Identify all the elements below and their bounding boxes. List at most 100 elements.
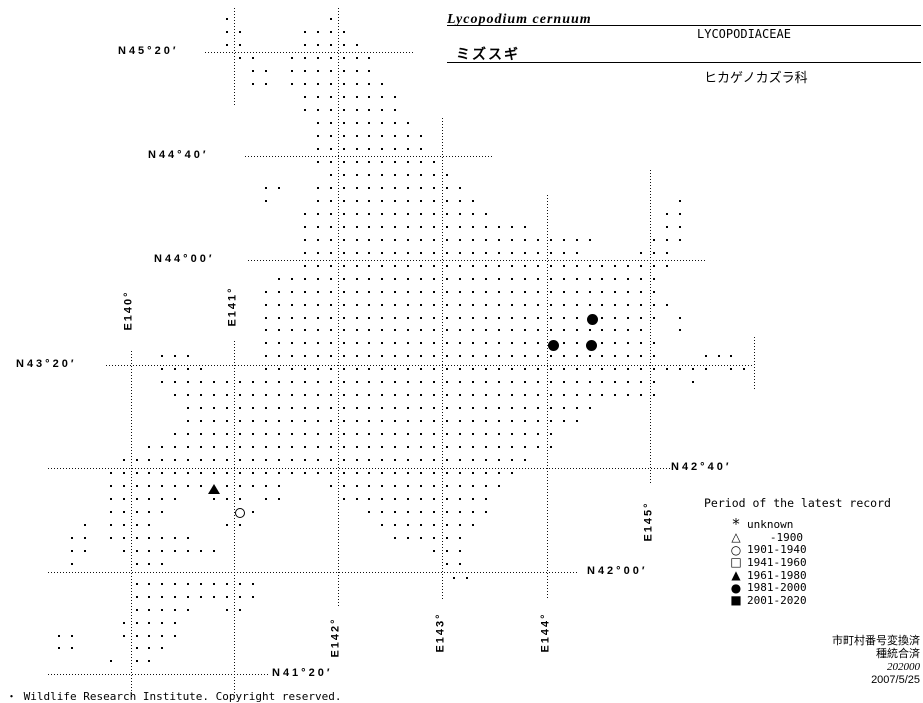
mesh-dot (381, 355, 383, 357)
mesh-dot (446, 550, 448, 552)
mesh-dot (472, 368, 474, 370)
mesh-dot (472, 239, 474, 241)
mesh-dot (537, 368, 539, 370)
mesh-dot (472, 472, 474, 474)
mesh-dot (343, 57, 345, 59)
mesh-dot (123, 472, 125, 474)
mesh-dot (239, 498, 241, 500)
mesh-dot (356, 122, 358, 124)
mesh-dot (330, 200, 332, 202)
mesh-dot (200, 596, 202, 598)
legend-label: 1901-1940 (747, 543, 807, 557)
mesh-dot (265, 459, 267, 461)
mesh-dot (485, 407, 487, 409)
mesh-dot (614, 342, 616, 344)
mesh-dot (368, 213, 370, 215)
mesh-dot (498, 265, 500, 267)
mesh-dot (576, 329, 578, 331)
mesh-dot (343, 317, 345, 319)
mesh-dot (381, 161, 383, 163)
mesh-dot (174, 609, 176, 611)
mesh-dot (252, 57, 254, 59)
mesh-dot (226, 31, 228, 33)
legend-label: 1941-1960 (747, 555, 807, 569)
mesh-dot (420, 433, 422, 435)
mesh-dot (71, 647, 73, 649)
mesh-dot (136, 537, 138, 539)
mesh-dot (187, 407, 189, 409)
mesh-dot (524, 342, 526, 344)
mesh-dot (291, 472, 293, 474)
mesh-dot (304, 96, 306, 98)
mesh-dot (200, 433, 202, 435)
mesh-dot (433, 355, 435, 357)
mesh-dot (601, 355, 603, 357)
mesh-dot (459, 368, 461, 370)
mesh-dot (330, 57, 332, 59)
mesh-dot (343, 291, 345, 293)
mesh-dot (304, 252, 306, 254)
mesh-dot (446, 511, 448, 513)
mesh-dot (213, 550, 215, 552)
mesh-dot (343, 368, 345, 370)
mesh-dot (330, 83, 332, 85)
mesh-dot (330, 252, 332, 254)
mesh-dot (368, 148, 370, 150)
mesh-dot (576, 381, 578, 383)
mesh-dot (317, 83, 319, 85)
mesh-dot (446, 407, 448, 409)
mesh-dot (537, 407, 539, 409)
mesh-dot (252, 485, 254, 487)
mesh-dot (550, 433, 552, 435)
mesh-dot (407, 537, 409, 539)
mesh-dot (407, 394, 409, 396)
mesh-dot (627, 317, 629, 319)
mesh-dot (459, 213, 461, 215)
mesh-dot (304, 278, 306, 280)
mesh-dot (278, 329, 280, 331)
mesh-dot (317, 57, 319, 59)
mesh-dot (601, 317, 603, 319)
circle-filled-icon: ● (730, 580, 742, 595)
mesh-dot (446, 472, 448, 474)
mesh-dot (640, 355, 642, 357)
mesh-dot (459, 239, 461, 241)
mesh-dot (291, 446, 293, 448)
mesh-dot (524, 355, 526, 357)
mesh-dot (459, 317, 461, 319)
mesh-dot (576, 355, 578, 357)
mesh-dot (459, 226, 461, 228)
record-marker-triangle (208, 484, 220, 494)
mesh-dot (304, 57, 306, 59)
mesh-dot (304, 420, 306, 422)
mesh-dot (304, 265, 306, 267)
mesh-dot (213, 583, 215, 585)
mesh-dot (550, 265, 552, 267)
mesh-dot (330, 355, 332, 357)
mesh-dot (330, 70, 332, 72)
mesh-dot (498, 472, 500, 474)
mesh-dot (433, 420, 435, 422)
mesh-dot (472, 317, 474, 319)
mesh-dot (563, 304, 565, 306)
latitude-line (48, 674, 268, 675)
mesh-dot (278, 368, 280, 370)
mesh-dot (356, 252, 358, 254)
mesh-dot (317, 31, 319, 33)
mesh-dot (563, 368, 565, 370)
mesh-dot (226, 394, 228, 396)
mesh-dot (278, 485, 280, 487)
latitude-line (48, 468, 670, 469)
mesh-dot (446, 368, 448, 370)
mesh-dot (459, 524, 461, 526)
mesh-dot (394, 433, 396, 435)
mesh-dot (343, 381, 345, 383)
mesh-dot (446, 304, 448, 306)
mesh-dot (148, 622, 150, 624)
mesh-dot (161, 622, 163, 624)
mesh-dot (433, 433, 435, 435)
mesh-dot (200, 368, 202, 370)
copyright-note: ・ Wildlife Research Institute. Copyright… (6, 690, 342, 703)
mesh-dot (123, 524, 125, 526)
mesh-dot (368, 122, 370, 124)
